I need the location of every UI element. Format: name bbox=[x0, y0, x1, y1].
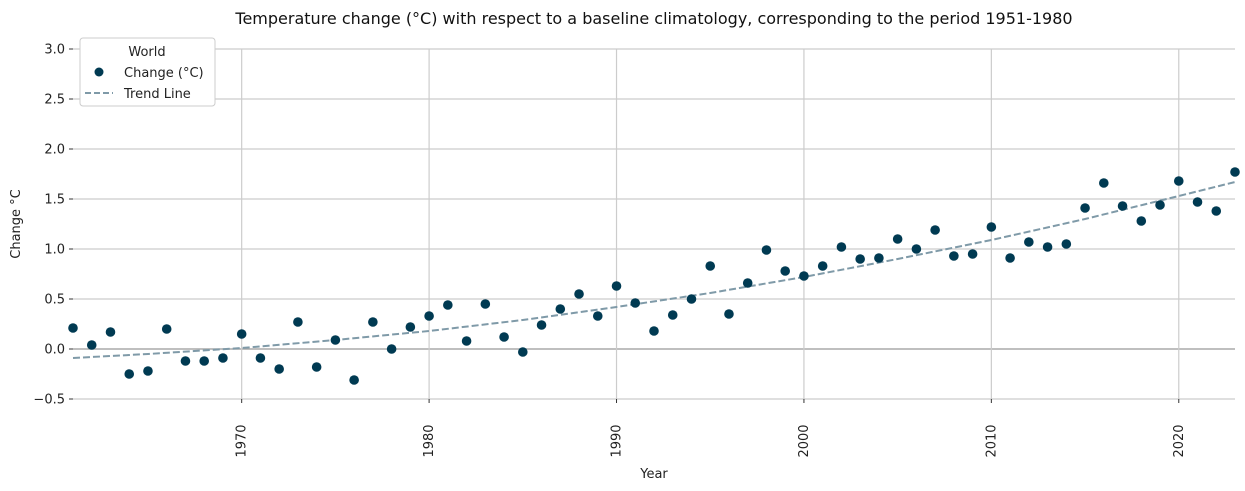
data-point bbox=[1099, 178, 1109, 188]
x-tick-label: 1990 bbox=[610, 424, 625, 457]
data-point bbox=[199, 356, 209, 366]
y-tick-label: 1.5 bbox=[44, 193, 65, 208]
y-tick-label: −0.5 bbox=[33, 393, 65, 408]
data-point bbox=[592, 311, 603, 321]
data-point bbox=[574, 289, 584, 299]
legend-entry-trend: Trend Line bbox=[123, 87, 191, 102]
data-point bbox=[480, 299, 491, 309]
trend-line bbox=[72, 181, 1236, 359]
data-point bbox=[761, 245, 772, 255]
data-point bbox=[742, 278, 753, 288]
data-point bbox=[667, 310, 678, 320]
data-point bbox=[911, 244, 922, 254]
data-point bbox=[518, 347, 528, 357]
data-point bbox=[1080, 203, 1090, 213]
data-point bbox=[68, 323, 78, 333]
data-point bbox=[874, 253, 884, 263]
data-point bbox=[86, 340, 97, 350]
x-tick-label: 1980 bbox=[422, 424, 437, 457]
data-point bbox=[386, 344, 397, 354]
data-point bbox=[255, 353, 266, 363]
data-point bbox=[892, 234, 903, 244]
data-point bbox=[630, 298, 641, 308]
data-point bbox=[1005, 253, 1015, 263]
x-tick-label: 1970 bbox=[235, 424, 250, 457]
y-axis-title: Change °C bbox=[9, 189, 24, 258]
data-point bbox=[1136, 216, 1147, 226]
data-point bbox=[461, 336, 472, 346]
data-point bbox=[499, 332, 509, 342]
data-point bbox=[930, 225, 940, 235]
data-point bbox=[405, 322, 416, 332]
data-point bbox=[705, 261, 716, 271]
legend-box bbox=[79, 37, 216, 107]
grid-lines bbox=[73, 48, 1235, 400]
data-point bbox=[1061, 239, 1072, 249]
y-tick-label: 0.5 bbox=[44, 293, 65, 308]
legend-marker-points bbox=[94, 67, 104, 77]
data-point bbox=[724, 309, 734, 319]
x-axis-ticks: 1970 1980 1990 2000 2010 2020 bbox=[235, 399, 1187, 458]
y-tick-label: 2.0 bbox=[44, 143, 65, 158]
y-tick-label: 1.0 bbox=[44, 243, 65, 258]
data-point bbox=[536, 320, 547, 330]
legend: World Change (°C) Trend Line bbox=[79, 37, 216, 107]
data-point bbox=[611, 281, 622, 291]
data-point bbox=[218, 353, 228, 363]
data-point bbox=[161, 324, 172, 334]
y-tick-label: 0.0 bbox=[44, 343, 65, 358]
data-point bbox=[236, 329, 247, 339]
y-tick-label: 3.0 bbox=[44, 43, 65, 58]
data-point bbox=[1173, 176, 1184, 186]
data-point bbox=[836, 242, 847, 252]
data-point bbox=[799, 271, 809, 281]
data-point bbox=[649, 326, 659, 336]
legend-title: World bbox=[128, 45, 165, 60]
data-point bbox=[1211, 206, 1222, 216]
data-point bbox=[1192, 197, 1203, 207]
data-point bbox=[443, 300, 453, 310]
y-axis-ticks: −0.5 0.0 0.5 1.0 1.5 2.0 2.5 3.0 bbox=[33, 43, 73, 408]
data-point bbox=[124, 369, 135, 379]
data-point bbox=[1117, 201, 1128, 211]
data-point bbox=[949, 251, 959, 261]
data-point bbox=[311, 362, 322, 372]
data-point bbox=[349, 375, 359, 385]
data-point bbox=[293, 317, 303, 327]
data-point bbox=[105, 327, 116, 337]
data-point bbox=[1155, 200, 1165, 210]
legend-entry-points: Change (°C) bbox=[124, 66, 204, 81]
data-point bbox=[555, 304, 566, 314]
x-axis-title: Year bbox=[639, 467, 668, 482]
data-point bbox=[424, 311, 434, 321]
chart-title: Temperature change (°C) with respect to … bbox=[234, 9, 1072, 28]
x-tick-label: 2000 bbox=[797, 424, 812, 457]
data-point bbox=[180, 356, 191, 366]
y-tick-label: 2.5 bbox=[44, 93, 65, 108]
data-points bbox=[68, 167, 1240, 385]
data-point bbox=[686, 294, 697, 304]
data-point bbox=[368, 317, 378, 327]
data-point bbox=[855, 254, 865, 264]
data-point bbox=[780, 266, 790, 276]
data-point bbox=[1230, 167, 1240, 177]
data-point bbox=[1024, 237, 1034, 247]
data-point bbox=[986, 222, 997, 232]
data-point bbox=[330, 335, 341, 345]
trend-line-group bbox=[72, 181, 1236, 359]
data-point bbox=[817, 261, 828, 271]
x-tick-label: 2010 bbox=[984, 424, 999, 457]
x-tick-label: 2020 bbox=[1172, 424, 1187, 457]
data-point bbox=[143, 366, 153, 376]
data-point bbox=[1042, 242, 1053, 252]
data-point bbox=[967, 249, 978, 259]
data-point bbox=[274, 364, 284, 374]
